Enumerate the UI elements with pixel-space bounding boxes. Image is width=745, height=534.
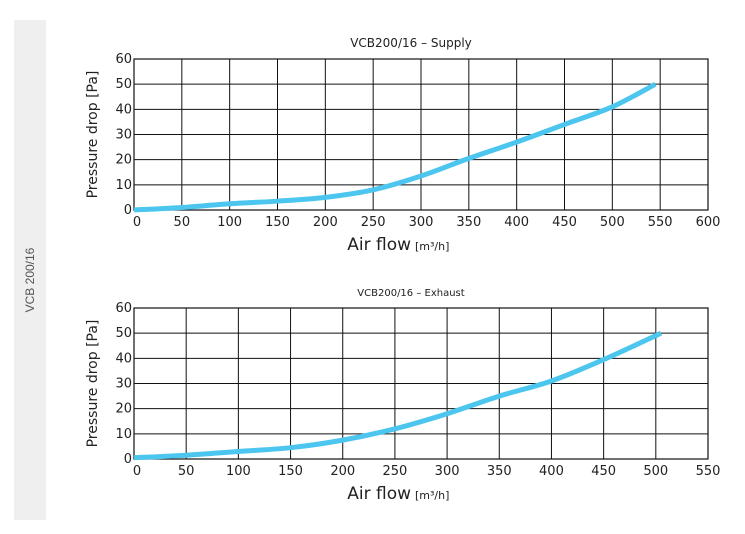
x-tick-label: 0 (133, 215, 141, 230)
x-tick-label: 550 (696, 464, 721, 479)
x-tick-label: 100 (226, 464, 251, 479)
x-tick-label: 0 (133, 464, 141, 479)
chart-title: VCB200/16 – Exhaust (357, 288, 464, 299)
sidebar-strip (14, 20, 46, 520)
x-axis-unit: [m³/h] (415, 489, 449, 502)
plot-frame (133, 307, 709, 460)
x-tick-label: 50 (174, 215, 191, 230)
x-tick-label: 350 (456, 215, 481, 230)
y-tick-label: 0 (124, 203, 132, 218)
x-tick-label: 150 (278, 464, 303, 479)
y-tick-label: 40 (115, 102, 132, 117)
x-tick-label: 150 (265, 215, 290, 230)
y-tick-label: 10 (115, 178, 132, 193)
series-line (133, 330, 663, 461)
y-tick-label: 40 (115, 351, 132, 366)
x-tick-label: 350 (487, 464, 512, 479)
x-axis-label: Air flow (347, 235, 411, 255)
x-axis-label: Air flow (347, 484, 411, 504)
y-tick-label: 60 (115, 52, 132, 67)
y-axis-label: Pressure drop [Pa] (85, 71, 101, 199)
x-tick-label: 450 (552, 215, 577, 230)
x-tick-label: 500 (600, 215, 625, 230)
y-tick-label: 30 (115, 377, 132, 392)
x-tick-label: 500 (643, 464, 668, 479)
y-tick-label: 10 (115, 427, 132, 442)
x-tick-label: 450 (591, 464, 616, 479)
x-tick-label: 100 (217, 215, 242, 230)
y-tick-label: 50 (115, 77, 132, 92)
y-axis-label: Pressure drop [Pa] (85, 320, 101, 448)
x-tick-label: 300 (435, 464, 460, 479)
x-tick-label: 200 (313, 215, 338, 230)
x-tick-label: 400 (539, 464, 564, 479)
x-tick-label: 400 (504, 215, 529, 230)
series-line (133, 81, 657, 213)
x-tick-label: 50 (178, 464, 195, 479)
x-tick-label: 250 (361, 215, 386, 230)
y-tick-label: 50 (115, 326, 132, 341)
chart-title: VCB200/16 – Supply (350, 36, 472, 50)
x-tick-label: 600 (696, 215, 721, 230)
y-tick-label: 20 (115, 402, 132, 417)
y-tick-label: 30 (115, 128, 132, 143)
x-tick-label: 200 (330, 464, 355, 479)
x-tick-label: 300 (409, 215, 434, 230)
y-tick-label: 60 (115, 301, 132, 316)
y-tick-label: 0 (124, 452, 132, 467)
x-axis-unit: [m³/h] (415, 240, 449, 253)
x-tick-label: 550 (648, 215, 673, 230)
y-tick-label: 20 (115, 153, 132, 168)
x-tick-label: 250 (382, 464, 407, 479)
plot-frame (133, 58, 709, 211)
